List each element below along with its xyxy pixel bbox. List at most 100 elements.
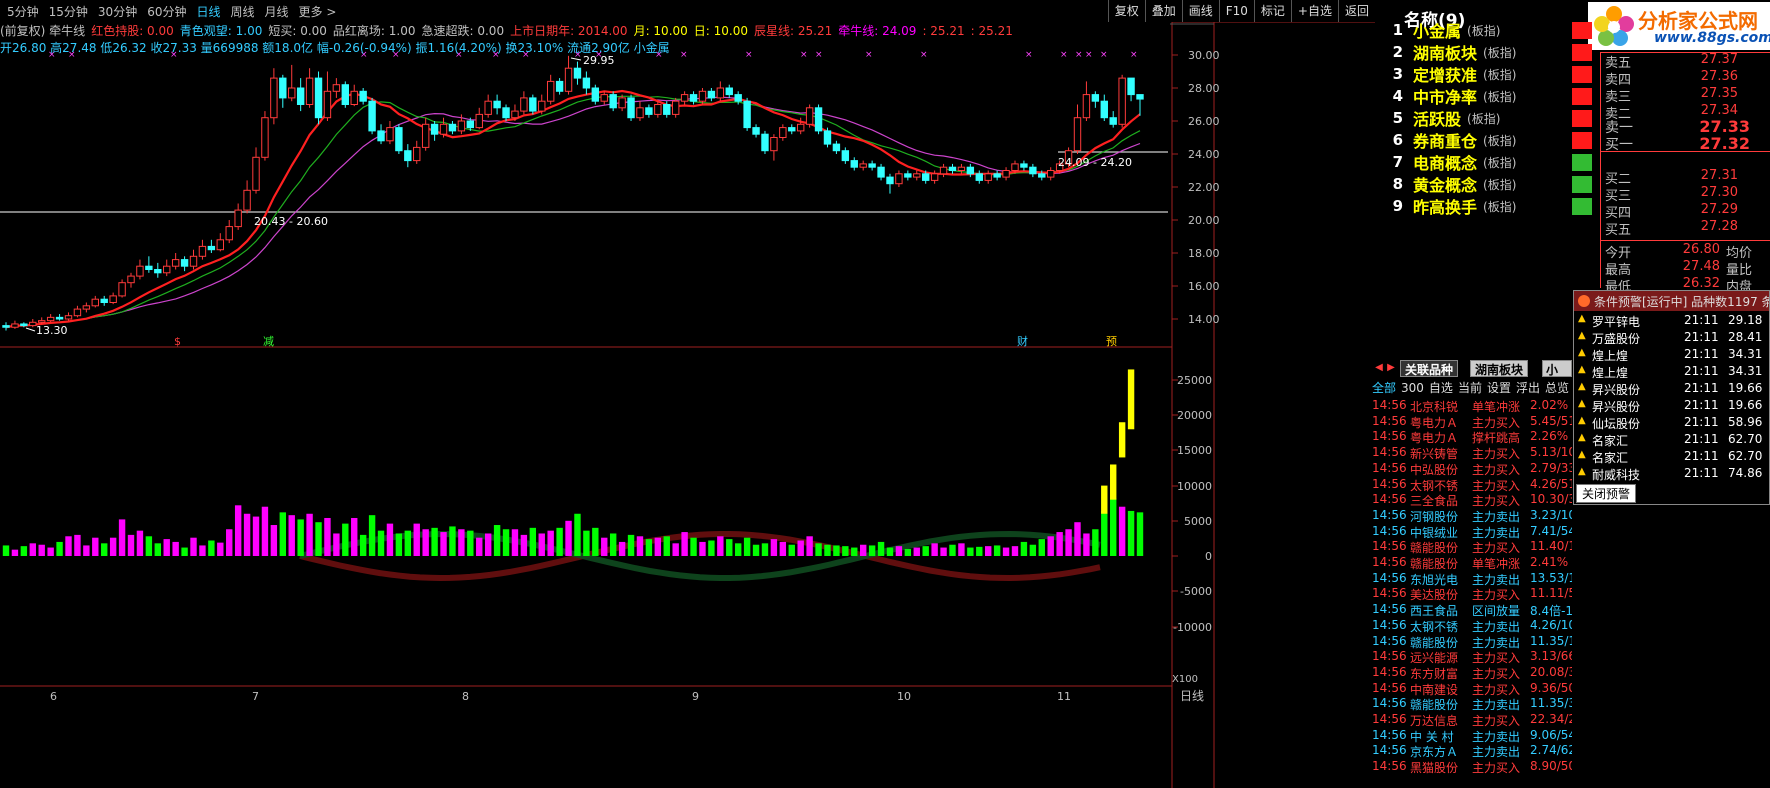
price-axis: 30.00 28.00 26.00 24.00 22.00 20.00 18.00 16.00… bbox=[50, 49, 1220, 703]
candle bbox=[395, 124, 403, 154]
feed-filter-4[interactable]: 设置 bbox=[1486, 381, 1511, 395]
alert-row[interactable]: ▲ 耐威科技 21:11 74.86 bbox=[1578, 466, 1766, 482]
bid-price: 27.30 bbox=[1700, 185, 1738, 200]
tab-bar: ◀ ▶ 关联品种 湖南板块 小金 bbox=[1372, 360, 1572, 394]
toolbar-button-2[interactable]: 画线 bbox=[1181, 0, 1219, 22]
sector-row[interactable]: 8 黄金概念 (板指) bbox=[1385, 172, 1580, 196]
volume-bar bbox=[1038, 539, 1045, 556]
candle bbox=[680, 91, 689, 105]
feed-value: 11.11/5612 bbox=[1530, 586, 1572, 601]
alert-row[interactable]: ▲ 名家汇 21:11 62.70 bbox=[1578, 449, 1766, 465]
feed-filter-6[interactable]: 总览 bbox=[1544, 381, 1569, 395]
tab-small-metal[interactable]: 小金 bbox=[1542, 360, 1572, 394]
feed-filter-2[interactable]: 自选 bbox=[1428, 381, 1453, 395]
order-book-divider bbox=[1600, 151, 1770, 152]
period-tab-7[interactable]: 更多 > bbox=[298, 4, 337, 19]
feed-filter-1[interactable]: 300 bbox=[1401, 381, 1424, 395]
toolbar-button-3[interactable]: F10 bbox=[1218, 0, 1254, 22]
sector-row[interactable]: 9 昨高换手 (板指) bbox=[1385, 194, 1580, 218]
signal-marker: × bbox=[492, 50, 500, 60]
alert-row[interactable]: ▲ 煌上煌 21:11 34.31 bbox=[1578, 347, 1766, 363]
sector-row[interactable]: 1 小金属 (板指) bbox=[1385, 18, 1580, 42]
volume-bar bbox=[476, 537, 483, 556]
alert-row[interactable]: ▲ 昇兴股份 21:11 19.66 bbox=[1578, 398, 1766, 414]
feed-value: 4.26/510 bbox=[1530, 476, 1572, 491]
alert-row[interactable]: ▲ 仙坛股份 21:11 58.96 bbox=[1578, 415, 1766, 431]
alert-row[interactable]: ▲ 罗平锌电 21:11 29.18 bbox=[1578, 313, 1766, 329]
tab-next-icon[interactable]: ▶ bbox=[1387, 362, 1395, 373]
tab-related[interactable]: 关联品种 bbox=[1400, 360, 1459, 377]
candle bbox=[636, 101, 644, 121]
alert-row[interactable]: ▲ 名家汇 21:11 62.70 bbox=[1578, 432, 1766, 448]
tab-hunan[interactable]: 湖南板块 bbox=[1470, 360, 1529, 377]
volume-bar bbox=[877, 541, 885, 556]
alert-row[interactable]: ▲ 万盛股份 21:11 28.41 bbox=[1578, 330, 1766, 346]
feed-row[interactable]: 14:56 粤电力Ａ 撑杆跳高 2.26% bbox=[1372, 429, 1572, 445]
feed-value: 2.79/330 bbox=[1530, 460, 1572, 475]
toolbar-button-0[interactable]: 复权 bbox=[1107, 0, 1145, 22]
toolbar-button-5[interactable]: +自选 bbox=[1290, 0, 1338, 22]
toolbar-button-4[interactable]: 标记 bbox=[1253, 0, 1291, 22]
sector-row[interactable]: 7 电商概念 (板指) bbox=[1385, 150, 1580, 174]
toolbar-button-6[interactable]: 返回 bbox=[1337, 0, 1375, 22]
feed-row[interactable]: 14:56 三全食品 主力买入 10.30/3 bbox=[1372, 492, 1572, 508]
sector-row[interactable]: 5 活跃股 (板指) bbox=[1385, 106, 1580, 130]
period-tab-3[interactable]: 60分钟 bbox=[147, 4, 187, 19]
sector-row[interactable]: 3 定增获准 (板指) bbox=[1385, 62, 1580, 86]
toolbar-button-1[interactable]: 叠加 bbox=[1144, 0, 1182, 22]
period-tab-1[interactable]: 15分钟 bbox=[48, 4, 88, 19]
period-tab-0[interactable]: 5分钟 bbox=[7, 4, 39, 19]
feed-row[interactable]: 14:56 北京科锐 单笔冲涨 2.02% bbox=[1372, 398, 1572, 414]
volume-bar bbox=[690, 537, 697, 556]
candle bbox=[555, 78, 564, 95]
sector-row[interactable]: 6 券商重仓 (板指) bbox=[1385, 128, 1580, 152]
volume-bar bbox=[949, 544, 956, 556]
tab-prev-icon[interactable]: ◀ bbox=[1375, 362, 1383, 373]
period-tab-4[interactable]: 日线 bbox=[196, 4, 221, 19]
alert-row[interactable]: ▲ 煌上煌 21:11 34.31 bbox=[1578, 364, 1766, 380]
candle bbox=[332, 78, 341, 98]
period-tab-6[interactable]: 月线 bbox=[264, 4, 289, 19]
main-chart[interactable]: 30.00 28.00 26.00 24.00 22.00 20.00 18.00 16.00… bbox=[0, 0, 1375, 788]
signal-marker: × bbox=[1060, 50, 1068, 60]
sector-row[interactable]: 2 湖南板块 (板指) bbox=[1385, 40, 1580, 64]
feed-row[interactable]: 14:56中 关 村 主力卖出 9.06/5463 bbox=[1372, 728, 1572, 744]
alert-up-icon: ▲ bbox=[1578, 398, 1586, 409]
sector-row[interactable]: 4 中市净率 (板指) bbox=[1385, 84, 1580, 108]
feed-filter-5[interactable]: 浮出 bbox=[1515, 381, 1540, 395]
period-tab-2[interactable]: 30分钟 bbox=[97, 4, 138, 19]
volume-bar bbox=[922, 546, 929, 556]
close-alert-button[interactable]: 关闭预警 bbox=[1576, 484, 1636, 503]
feed-filter-3[interactable]: 当前 bbox=[1457, 381, 1482, 395]
candlestick-series bbox=[2, 55, 1144, 331]
signal-marker: × bbox=[865, 50, 873, 60]
sector-type: (板指) bbox=[1483, 199, 1517, 214]
period-tab-5[interactable]: 周线 bbox=[230, 4, 255, 19]
alert-window[interactable]: 条件预警[运行中] 品种数1197 条 ▲ 罗平锌电 21:11 29.18 ▲ 万盛股份… bbox=[1573, 290, 1770, 505]
alert-row[interactable]: ▲ 昇兴股份 21:11 19.66 bbox=[1578, 381, 1766, 397]
volume-bar bbox=[752, 544, 760, 556]
alert-titlebar[interactable]: 条件预警[运行中] 品种数1197 条 bbox=[1574, 291, 1769, 311]
feed-filter-0[interactable]: 全部 bbox=[1372, 381, 1397, 395]
volume-bar bbox=[636, 536, 644, 556]
feed-row[interactable]: 14:56 赣能股份 单笔冲涨 2.41% bbox=[1372, 555, 1572, 571]
